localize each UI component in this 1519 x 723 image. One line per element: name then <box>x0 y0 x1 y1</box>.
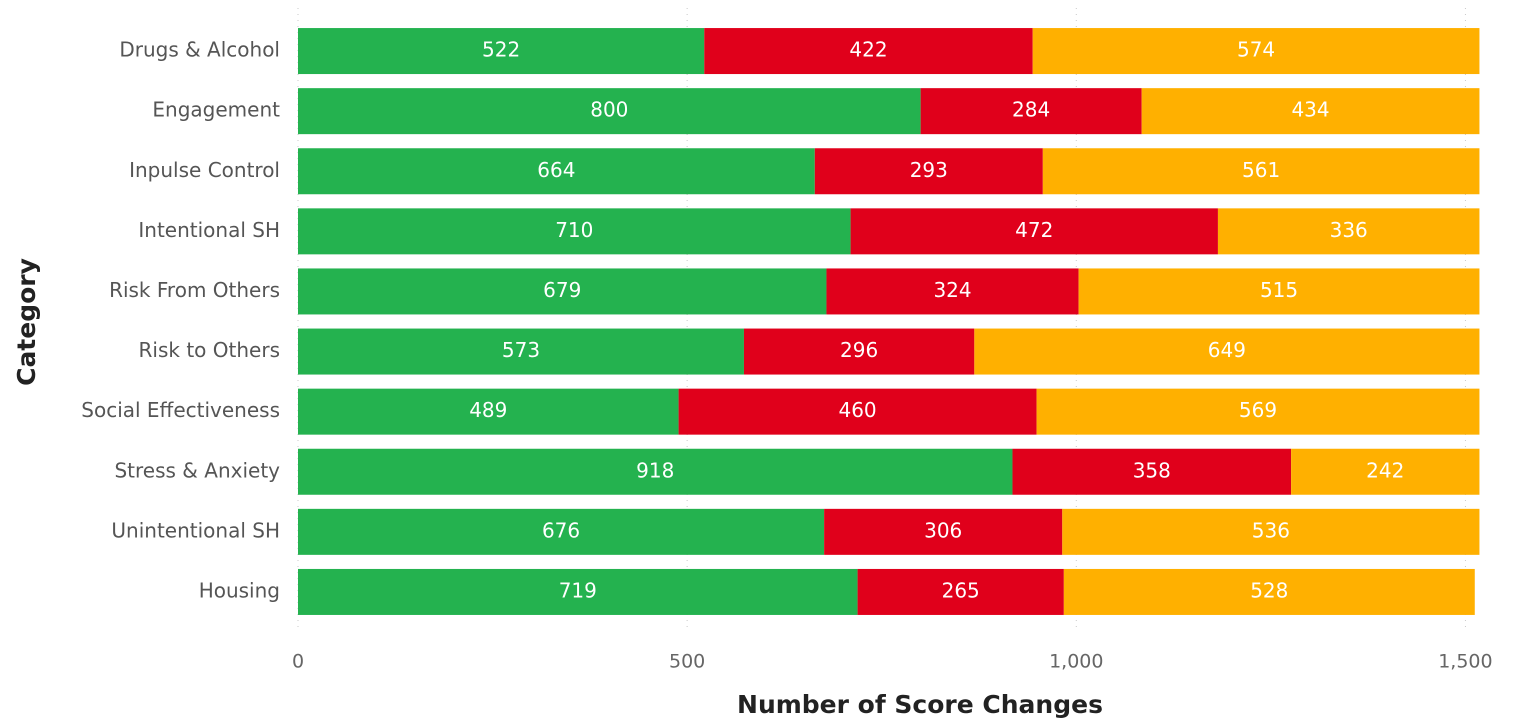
bar-segment <box>298 268 827 315</box>
data-label: 489 <box>469 398 507 422</box>
bar-segment <box>704 28 1033 75</box>
data-label: 664 <box>537 158 575 182</box>
bar-segment <box>298 508 825 555</box>
bar-segment <box>743 328 975 375</box>
data-label: 324 <box>933 278 971 302</box>
y-tick-label: Social Effectiveness <box>81 398 280 422</box>
bar-segment <box>1062 508 1480 555</box>
y-tick-label: Risk to Others <box>139 338 280 362</box>
data-label: 574 <box>1237 38 1275 62</box>
bar-segment <box>1217 208 1480 255</box>
x-axis-title: Number of Score Changes <box>737 690 1103 719</box>
y-tick-label: Housing <box>199 578 280 602</box>
y-tick-label: Drugs & Alcohol <box>119 38 280 62</box>
bar-segment <box>1291 448 1480 495</box>
data-label: 573 <box>502 338 540 362</box>
data-label: 422 <box>849 38 887 62</box>
data-label: 460 <box>838 398 876 422</box>
bar-segment <box>298 568 858 615</box>
x-tick-label: 0 <box>292 651 304 673</box>
data-label: 649 <box>1208 338 1246 362</box>
x-tick-label: 500 <box>669 651 705 673</box>
bar-segment <box>850 208 1218 255</box>
bar-segment <box>1036 388 1480 435</box>
y-tick-label: Risk From Others <box>109 278 280 302</box>
data-label: 434 <box>1291 98 1329 122</box>
data-label: 265 <box>942 578 980 602</box>
y-tick-label: Stress & Anxiety <box>114 458 280 482</box>
bar-segment <box>298 28 705 75</box>
data-label: 296 <box>840 338 878 362</box>
bar-segment <box>814 148 1043 195</box>
data-label: 676 <box>542 518 580 542</box>
bar-segment <box>826 268 1079 315</box>
data-label: 561 <box>1242 158 1280 182</box>
data-label: 336 <box>1330 218 1368 242</box>
bar-segment <box>298 448 1013 495</box>
data-label: 569 <box>1239 398 1277 422</box>
bar-segment <box>857 568 1064 615</box>
bar-segment <box>298 388 679 435</box>
bar-segment <box>920 88 1142 135</box>
x-tick-label: 1,000 <box>1049 651 1103 673</box>
bar-segment <box>298 148 815 195</box>
data-label: 528 <box>1250 578 1288 602</box>
bar-segment <box>298 208 851 255</box>
data-label: 918 <box>636 458 674 482</box>
y-tick-label: Inpulse Control <box>129 158 280 182</box>
y-tick-label: Unintentional SH <box>111 518 280 542</box>
bar-segment <box>1032 28 1480 75</box>
x-tick-label: 1,500 <box>1438 651 1492 673</box>
bar-segment <box>1141 88 1480 135</box>
data-label: 284 <box>1012 98 1050 122</box>
data-label: 719 <box>559 578 597 602</box>
data-label: 472 <box>1015 218 1053 242</box>
bar-segment <box>1042 148 1480 195</box>
bar-segment <box>298 88 921 135</box>
y-tick-label: Engagement <box>152 98 280 122</box>
bar-segment <box>1012 448 1292 495</box>
data-label: 358 <box>1133 458 1171 482</box>
data-label: 800 <box>590 98 628 122</box>
data-label: 536 <box>1252 518 1290 542</box>
bar-segment <box>678 388 1037 435</box>
data-label: 515 <box>1260 278 1298 302</box>
data-label: 522 <box>482 38 520 62</box>
bar-segment <box>1063 568 1475 615</box>
data-label: 293 <box>910 158 948 182</box>
data-label: 710 <box>555 218 593 242</box>
y-tick-label: Intentional SH <box>138 218 280 242</box>
data-label: 306 <box>924 518 962 542</box>
y-axis-title: Category <box>12 258 41 386</box>
bar-segment <box>298 328 744 375</box>
data-label: 679 <box>543 278 581 302</box>
data-label: 242 <box>1366 458 1404 482</box>
bar-segment <box>974 328 1480 375</box>
bar-segment <box>824 508 1063 555</box>
bar-segment <box>1078 268 1480 315</box>
